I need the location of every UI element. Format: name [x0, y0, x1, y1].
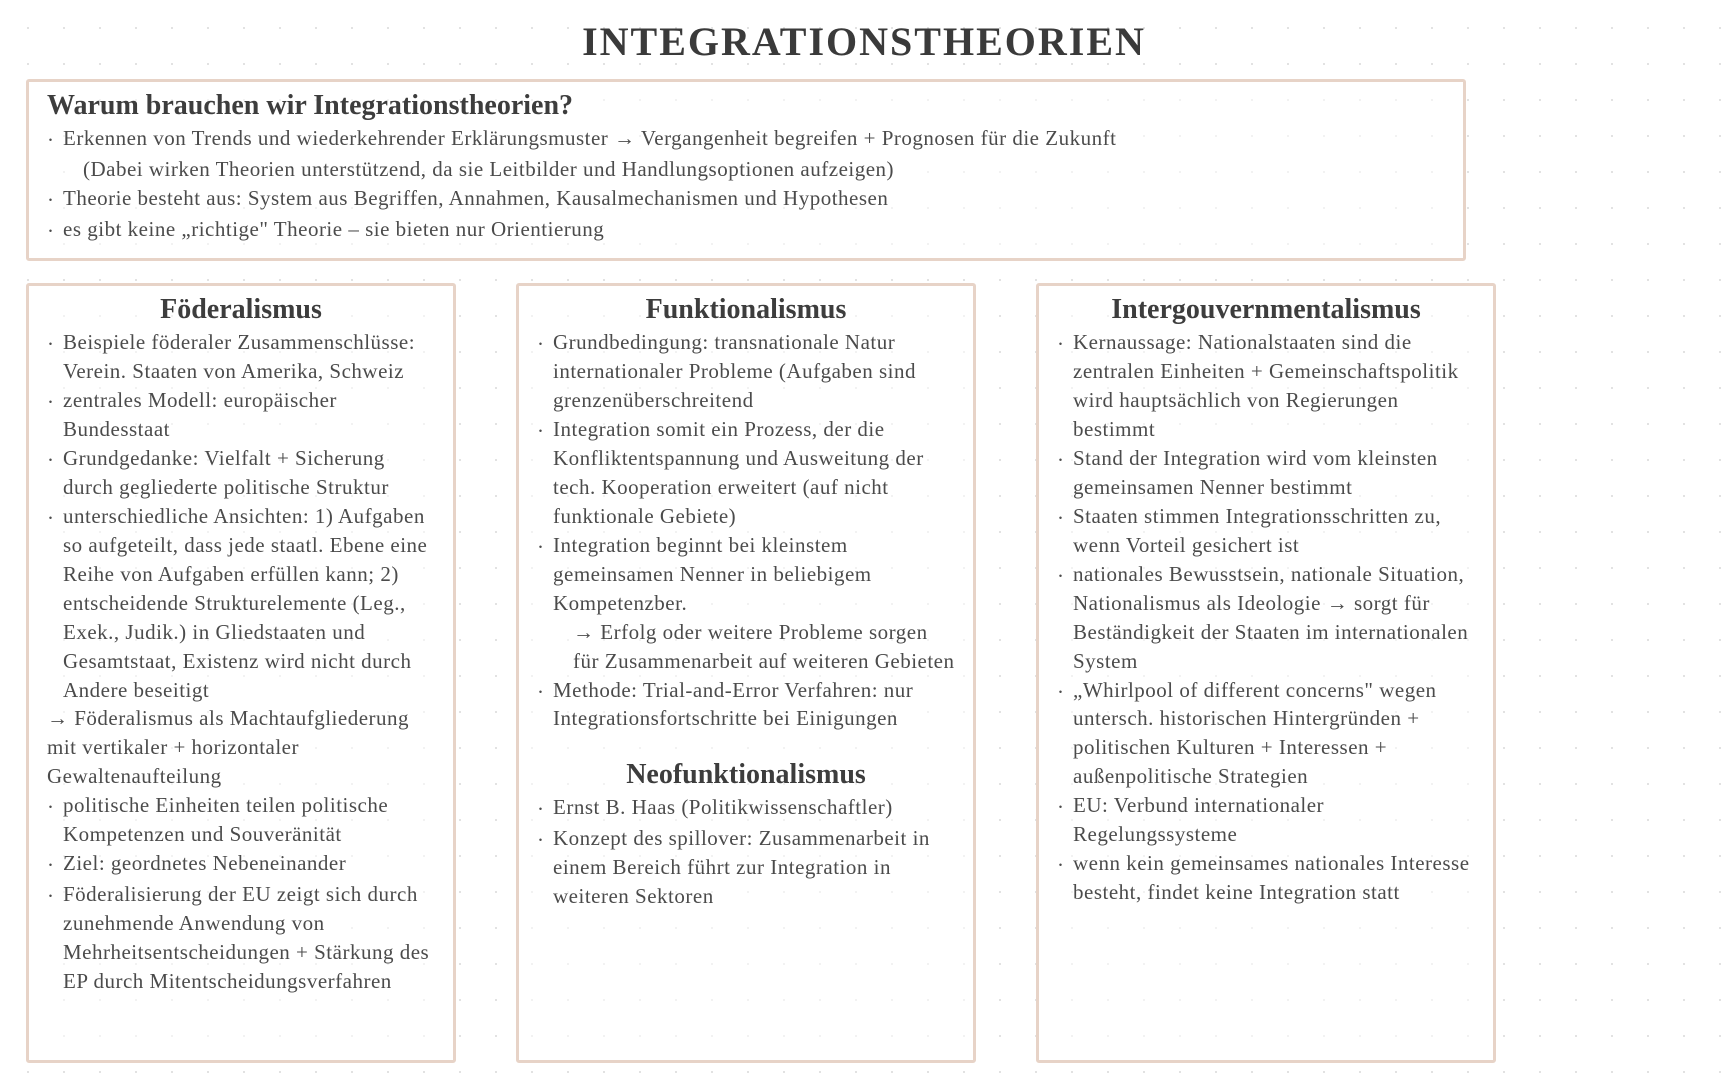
- ig-l6: EU: Verbund internationaler Regelungssys…: [1073, 791, 1475, 849]
- intro-line-1b: (Dabei wirken Theorien unterstützend, da…: [47, 155, 1445, 184]
- intro-line-1: Erkennen von Trends und wiederkehrender …: [63, 124, 1445, 155]
- neofunctionalism-content: ·Ernst B. Haas (Politikwissenschaftler) …: [537, 793, 955, 911]
- fed-l2: zentrales Modell: europäischer Bundessta…: [63, 386, 435, 444]
- fed-l3: Grundgedanke: Vielfalt + Sicherung durch…: [63, 444, 435, 502]
- functionalism-box: Funktionalismus ·Grundbedingung: transna…: [516, 283, 976, 1063]
- neofunctionalism-heading: Neofunktionalismus: [537, 759, 955, 791]
- intergov-box: Intergouvernmentalismus ·Kernaussage: Na…: [1036, 283, 1496, 1063]
- ig-l4: nationales Bewusstsein, nationale Situat…: [1073, 560, 1475, 676]
- ig-l5: „Whirlpool of different concerns" wegen …: [1073, 676, 1475, 792]
- functionalism-heading: Funktionalismus: [537, 294, 955, 326]
- ig-l1: Kernaussage: Nationalstaaten sind die ze…: [1073, 328, 1475, 444]
- page-title: INTEGRATIONSTHEORIEN: [26, 18, 1702, 65]
- intro-content: ·Erkennen von Trends und wiederkehrender…: [47, 124, 1445, 246]
- intro-heading: Warum brauchen wir Integrationstheorien?: [47, 90, 1445, 122]
- intro-box: Warum brauchen wir Integrationstheorien?…: [26, 79, 1466, 261]
- federalism-heading: Föderalismus: [47, 294, 435, 326]
- intro-line-3: es gibt keine „richtige" Theorie – sie b…: [63, 215, 1445, 246]
- func-l1: Grundbedingung: transnationale Natur int…: [553, 328, 955, 415]
- federalism-box: Föderalismus ·Beispiele föderaler Zusamm…: [26, 283, 456, 1063]
- func-l2: Integration somit ein Prozess, der die K…: [553, 415, 955, 531]
- ig-l7: wenn kein gemeinsames nationales Interes…: [1073, 849, 1475, 907]
- func-l3: Integration beginnt bei kleinstem gemein…: [553, 531, 955, 618]
- fed-l1: Beispiele föderaler Zusammenschlüsse: Ve…: [63, 328, 435, 386]
- fed-l5: → Föderalismus als Machtaufgliederung mi…: [47, 704, 435, 791]
- func-l3b: → Erfolg oder weitere Probleme sorgen fü…: [537, 618, 955, 676]
- neo-l2: Konzept des spillover: Zusammenarbeit in…: [553, 824, 955, 911]
- fed-l8: Föderalisierung der EU zeigt sich durch …: [63, 880, 435, 996]
- func-l4: Methode: Trial-and-Error Verfahren: nur …: [553, 676, 955, 734]
- fed-l4: unterschiedliche Ansichten: 1) Aufgaben …: [63, 502, 435, 705]
- functionalism-content: ·Grundbedingung: transnationale Natur in…: [537, 328, 955, 734]
- ig-l3: Staaten stimmen Integrationsschritten zu…: [1073, 502, 1475, 560]
- columns-container: Föderalismus ·Beispiele föderaler Zusamm…: [26, 283, 1702, 1063]
- neo-l1: Ernst B. Haas (Politikwissenschaftler): [553, 793, 955, 824]
- fed-l6: politische Einheiten teilen politische K…: [63, 791, 435, 849]
- fed-l7: Ziel: geordnetes Nebeneinander: [63, 849, 435, 880]
- federalism-content: ·Beispiele föderaler Zusammenschlüsse: V…: [47, 328, 435, 996]
- intergov-heading: Intergouvernmentalismus: [1057, 294, 1475, 326]
- ig-l2: Stand der Integration wird vom kleinsten…: [1073, 444, 1475, 502]
- intro-line-2: Theorie besteht aus: System aus Begriffe…: [63, 184, 1445, 215]
- intergov-content: ·Kernaussage: Nationalstaaten sind die z…: [1057, 328, 1475, 907]
